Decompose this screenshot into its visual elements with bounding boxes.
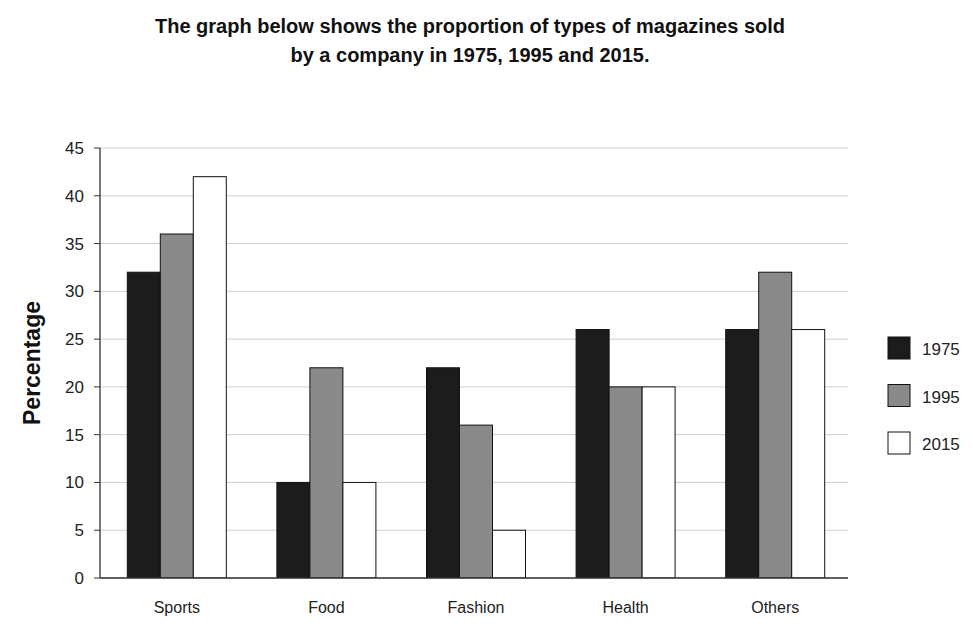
tick-mark (94, 148, 100, 149)
category-label: Health (602, 599, 648, 616)
category-label: Sports (154, 599, 200, 616)
title: The graph below shows the proportion of … (145, 12, 795, 70)
tick-mark (94, 195, 100, 196)
bar (576, 330, 609, 578)
category-label: Others (751, 599, 799, 616)
grid-line (100, 578, 848, 579)
category-label: Food (308, 599, 344, 616)
bar (427, 368, 460, 578)
tick-mark (94, 530, 100, 531)
tick-label: 0 (75, 569, 84, 588)
tick-mark (94, 291, 100, 292)
legend-label: 2015 (922, 435, 960, 454)
bar (460, 425, 493, 578)
bar (343, 482, 376, 578)
tick-mark (94, 386, 100, 387)
tick-mark (94, 339, 100, 340)
grid-line (100, 148, 848, 149)
legend-swatch (888, 385, 910, 407)
bar (160, 234, 193, 578)
bar (726, 330, 759, 578)
tick-mark (94, 482, 100, 483)
legend-swatch (888, 432, 910, 454)
axis-title: Percentage (19, 301, 45, 425)
legend-label: 1995 (922, 388, 960, 407)
legend-label: 1975 (922, 340, 960, 359)
bar (127, 272, 160, 578)
category-label: Fashion (448, 599, 505, 616)
tick-mark (94, 578, 100, 579)
y-axis (99, 148, 100, 578)
tick-label: 10 (65, 473, 84, 492)
tick-mark (94, 243, 100, 244)
bar (193, 177, 226, 578)
bar (493, 530, 526, 578)
bar (277, 482, 310, 578)
bar (792, 330, 825, 578)
tick-label: 40 (65, 187, 84, 206)
bar (310, 368, 343, 578)
tick-label: 35 (65, 235, 84, 254)
bar (609, 387, 642, 578)
tick-label: 5 (75, 521, 84, 540)
legend-swatch (888, 337, 910, 359)
x-axis (100, 577, 848, 578)
bar (642, 387, 675, 578)
tick-label: 30 (65, 282, 84, 301)
tick-label: 15 (65, 426, 84, 445)
tick-mark (94, 434, 100, 435)
tick-label: 20 (65, 378, 84, 397)
bar (759, 272, 792, 578)
tick-label: 25 (65, 330, 84, 349)
tick-label: 45 (65, 139, 84, 158)
bars (127, 177, 824, 578)
